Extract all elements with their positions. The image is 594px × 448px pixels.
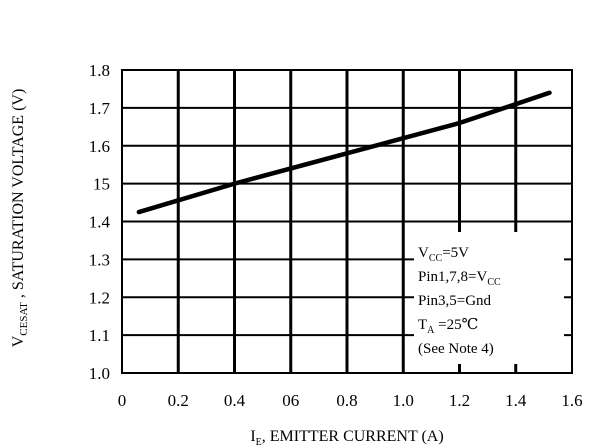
y-tick-label: 1.6 [89,137,110,156]
x-tick-labels: 0 0.2 0.4 06 0.8 1.0 1.2 1.4 1.6 [118,391,583,410]
y-tick-label: 1.3 [89,250,110,269]
y-tick-label: 1.7 [89,99,111,118]
annotation-line: TA =25℃ [418,317,478,336]
grid [122,70,572,373]
x-tick-label: 0.2 [168,391,189,410]
x-tick-label: 1.6 [561,391,582,410]
y-tick-label: 1.8 [89,61,110,80]
x-tick-label: 1.2 [449,391,470,410]
y-tick-label: 1.2 [89,288,110,307]
x-axis-title-main: I [250,428,255,445]
x-tick-label: 06 [282,391,299,410]
y-axis-title-main: V [10,335,27,347]
plot-frame [121,69,573,374]
y-axis-title-rest: , SATURATION VOLTAGE (V) [10,89,27,302]
y-tick-label: 1.0 [89,364,110,383]
x-tick-label: 0.4 [224,391,246,410]
x-tick-label: 0.8 [336,391,357,410]
x-axis-title-rest: , EMITTER CURRENT (A) [262,428,444,445]
x-tick-label: 1.0 [393,391,414,410]
x-tick-label: 0 [118,391,127,410]
series-line [136,90,552,215]
x-tick-label: 1.4 [505,391,527,410]
y-axis-title: VCESAT , SATURATION VOLTAGE (V) [10,89,30,348]
y-tick-label: 15 [93,175,110,194]
annotation-box [414,232,564,364]
annotation-line: (See Note 4) [418,341,494,357]
y-tick-labels: 1.0 1.1 1.2 1.3 1.4 15 1.6 1.7 1.8 [89,61,111,383]
annotation-line: VCC=5V [418,245,469,264]
y-axis-title-sub: CESAT [18,302,30,336]
x-axis-title: IE, EMITTER CURRENT (A) [250,428,443,448]
y-tick-label: 1.4 [89,213,111,232]
y-tick-label: 1.1 [89,326,110,345]
annotation-line: Pin1,7,8=VCC [418,269,501,288]
series [136,90,552,215]
annotation-line: Pin3,5=Gnd [418,293,492,309]
x-axis-title-sub: E [256,437,262,448]
annotation: VCC=5V Pin1,7,8=VCC Pin3,5=Gnd TA =25℃ (See … [418,245,501,357]
